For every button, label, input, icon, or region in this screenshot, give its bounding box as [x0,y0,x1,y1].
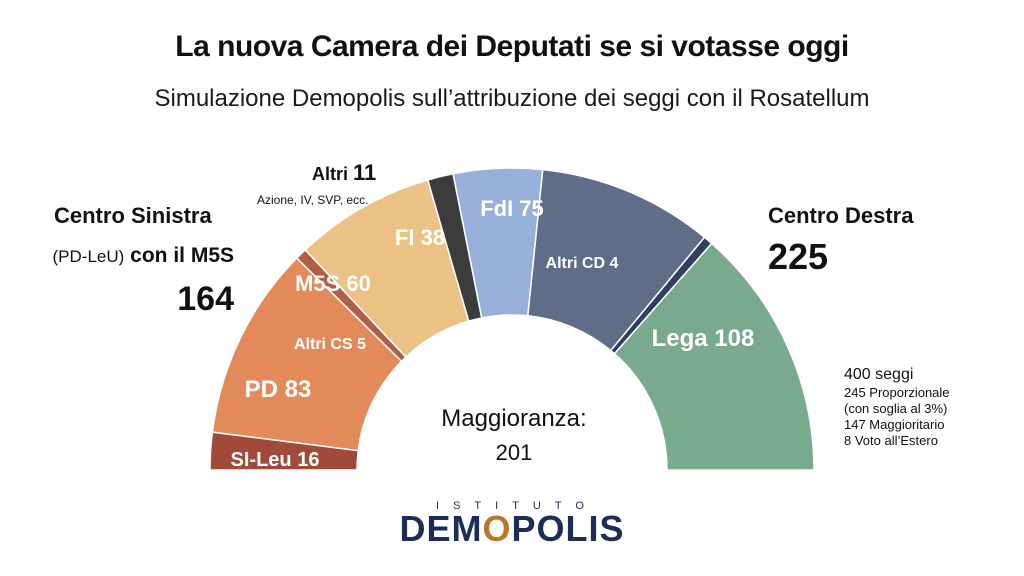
seats-threshold: (con soglia al 3%) [844,401,948,416]
centro-sinistra-sub-small: (PD-LeU) [52,247,125,266]
seats-majoritarian: 147 Maggioritario [844,417,945,432]
altri-note: Azione, IV, SVP, ecc. [257,193,369,207]
centro-sinistra-subtitle: (PD-LeU) con il M5S [53,244,234,268]
centro-sinistra-total: 164 [177,280,234,318]
logo-istituto: ISTITUTO [436,500,598,512]
segment-label-altri-cd: Altri CD 4 [546,255,619,272]
altri-value: 11 [353,160,377,185]
segment-lega [613,242,815,471]
segment-label-si-leu: SI-Leu 16 [231,449,320,471]
chart-subtitle: Simulazione Demopolis sull’attribuzione … [154,85,870,112]
seats-abroad: 8 Voto all’Estero [844,433,938,448]
logo-part-b: POLIS [511,508,625,549]
centro-destra-total: 225 [768,236,829,277]
logo-part-o: O [482,508,512,549]
seats-proportional: 245 Proporzionale [844,385,950,400]
logo-demopolis: DEMOPOLIS [372,511,652,547]
altri-label: Altri 11 [312,160,376,186]
majority-value: 201 [495,440,533,465]
segment-label-lega: Lega 108 [652,325,755,352]
altri-name: Altri [312,164,348,184]
centro-sinistra-title: Centro Sinistra [54,203,212,228]
seats-total: 400 seggi [844,366,914,383]
logo-part-a: DEM [399,508,483,549]
chart-title: La nuova Camera dei Deputati se si votas… [175,30,849,63]
segment-label-fdi: FdI 75 [480,196,544,221]
segment-label-altri-cs: Altri CS 5 [294,336,366,353]
majority-label: Maggioranza: [441,405,587,432]
centro-sinistra-sub-bold: con il M5S [124,244,234,267]
seats-info: 400 seggi 245 Proporzionale (con soglia … [844,367,950,449]
demopolis-logo: ISTITUTO DEMOPOLIS [372,500,652,547]
segment-label-fi: FI 38 [395,225,445,250]
segment-label-pd: PD 83 [245,376,312,403]
centro-destra-title: Centro Destra [768,203,914,228]
segment-label-m5s: M5S 60 [295,271,371,296]
